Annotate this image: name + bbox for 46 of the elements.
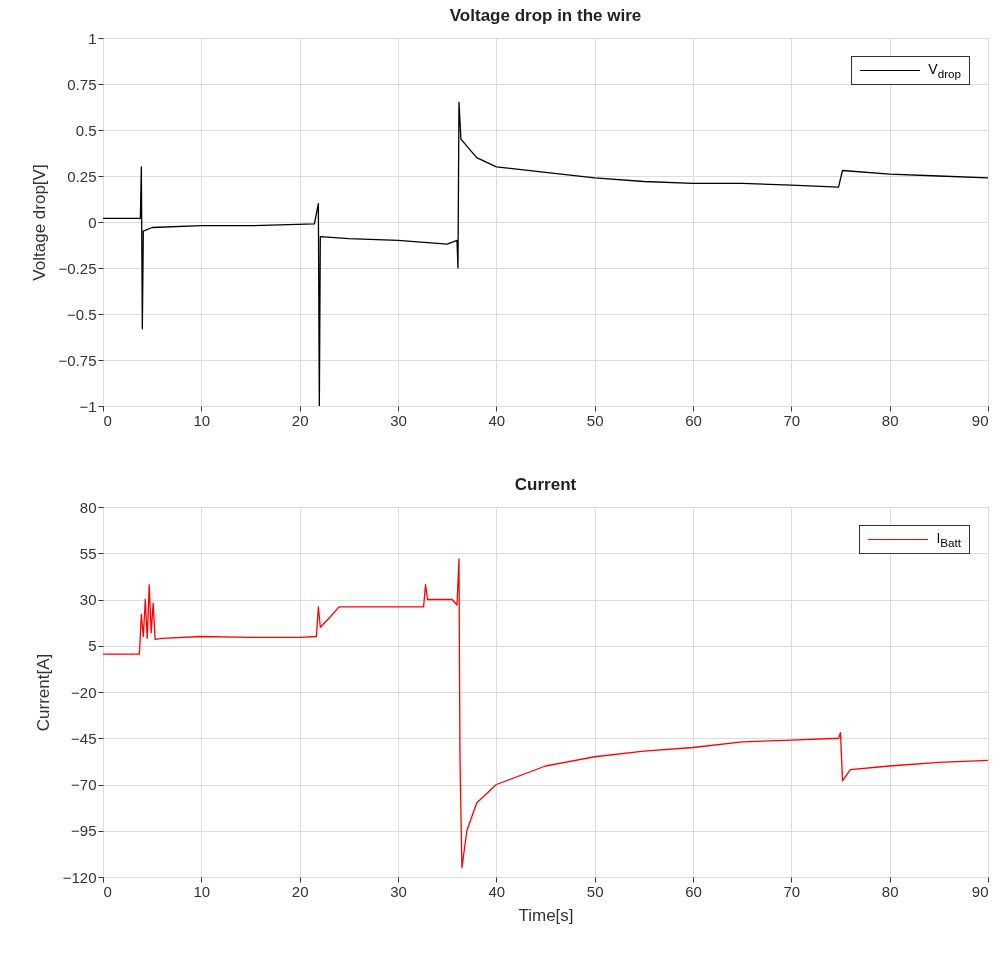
y-tick-label: −45 [71,729,97,747]
x-tick-label: 10 [193,882,211,900]
legend-label: V$_{drop}$ [928,61,961,80]
x-tick-label: 60 [685,882,702,900]
x-tick-label: 90 [971,411,989,429]
x-tick-label: 20 [291,882,309,900]
y-tick-label: 5 [88,637,97,655]
x-tick-label: 20 [291,411,309,429]
y-tick-label: 1 [88,29,97,47]
x-tick-label: 0 [103,411,112,429]
x-tick-label: 0 [103,882,112,900]
x-tick-label: 60 [685,411,702,429]
y-tick-label: 0.25 [67,167,97,185]
x-tick-label: 30 [390,882,407,900]
x-tick-label: 80 [881,882,899,900]
y-tick-label: 0 [88,213,97,231]
y-tick-label: −120 [62,868,97,886]
x-tick-label: 90 [971,882,989,900]
y-tick-label: −70 [71,776,97,793]
x-tick-label: 30 [390,411,407,429]
y-tick-label: 80 [79,498,97,516]
y-axis-title: Current[A] [33,653,53,732]
legend-label: I$_{Batt}$ [936,530,961,549]
x-tick-label: 70 [783,411,801,429]
x-tick-label: 10 [193,411,211,429]
line-series [103,558,988,869]
y-tick-label: 55 [79,544,97,562]
y-tick-label: −0.25 [58,259,97,277]
y-tick-label: 30 [79,591,97,608]
y-tick-label: −0.5 [66,305,97,323]
x-tick-label: 80 [881,411,899,429]
x-axis-title: Time[s] [518,905,574,925]
y-tick-label: 0.75 [67,75,97,93]
y-tick-label: −20 [71,683,97,701]
x-tick-label: 50 [586,882,604,900]
y-tick-label: −1 [79,397,97,415]
x-tick-label: 40 [488,411,506,429]
y-tick-label: −95 [71,822,97,840]
x-tick-label: 50 [586,411,604,429]
chart-title: Current [514,475,577,494]
y-axis-title: Voltage drop[V] [29,164,49,281]
x-tick-label: 70 [783,882,801,900]
x-tick-label: 40 [488,882,506,900]
y-tick-label: 0.5 [75,121,97,139]
chart-title: Voltage drop in the wire [449,6,642,25]
y-tick-label: −0.75 [58,351,97,369]
